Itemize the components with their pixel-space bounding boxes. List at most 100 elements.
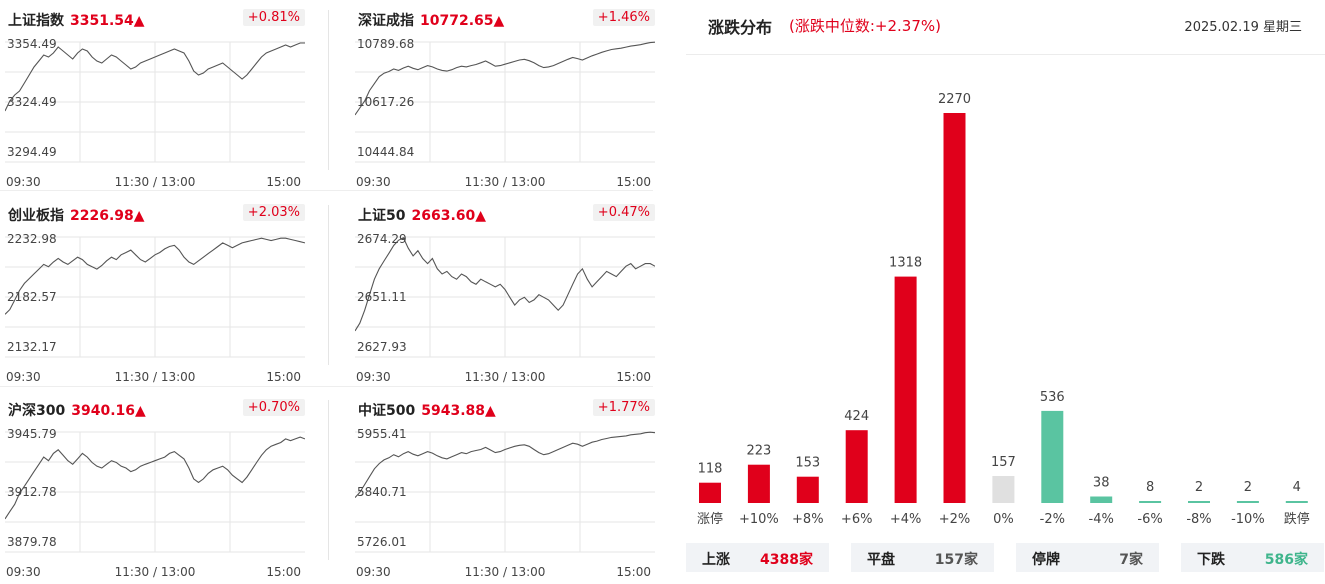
bar[interactable] [845,430,868,503]
bar-value-label: 38 [1093,476,1110,491]
index-change-badge: +0.70% [242,399,305,416]
bar[interactable] [796,476,819,503]
price-line [355,431,655,498]
index-value: 2663.60▲ [411,208,487,224]
y-min-label: 2627.93 [357,340,407,354]
category-label: +10% [739,512,779,527]
bar[interactable] [894,276,917,503]
index-header: 中证500 5943.88▲ +1.77% [355,398,655,422]
bar-value-label: 8 [1146,480,1154,495]
index-name-text: 沪深300 [8,403,66,419]
bar-value-label: 1318 [889,256,922,271]
index-name-text: 上证指数 [8,13,64,29]
index-header: 沪深300 3940.16▲ +0.70% [5,398,305,422]
time-start-label: 09:30 [356,565,391,579]
category-label: 0% [993,512,1014,527]
index-panel[interactable]: 上证指数 3351.54▲ +0.81% 3354.49 3324.49 3294.49 0… [5,8,305,194]
time-mid-label: 11:30 / 13:00 [115,565,196,579]
bar[interactable] [1236,501,1259,503]
index-panel[interactable]: 深证成指 10772.65▲ +1.46% 10789.68 10617.26 10444… [355,8,655,194]
time-start-label: 09:30 [6,565,41,579]
summary-box: 下跌 586家 [1181,543,1324,572]
y-max-label: 3354.49 [7,37,57,51]
index-intraday-chart: 3354.49 3324.49 3294.49 09:30 11:30 / 13:00 1… [5,37,305,189]
bar[interactable] [1090,496,1113,504]
bar-value-label: 424 [844,409,869,424]
bar[interactable] [992,476,1015,503]
time-mid-label: 11:30 / 13:00 [465,175,546,189]
summary-value: 157家 [934,552,978,568]
time-mid-label: 11:30 / 13:00 [465,565,546,579]
bar[interactable] [943,113,966,503]
index-intraday-chart: 2232.98 2182.57 2132.17 09:30 11:30 / 13:00 1… [5,232,305,384]
bar[interactable] [1139,501,1162,503]
index-name-text: 深证成指 [358,13,414,29]
row-divider [0,190,653,191]
category-label: -4% [1089,512,1114,527]
category-label: -2% [1040,512,1065,527]
index-panel[interactable]: 上证50 2663.60▲ +0.47% 2674.29 2651.11 2627.93 0… [355,203,655,389]
summary-box: 平盘 157家 [851,543,994,572]
index-panel[interactable]: 创业板指 2226.98▲ +2.03% 2232.98 2182.57 2132.17 0… [5,203,305,389]
index-panel[interactable]: 沪深300 3940.16▲ +0.70% 3945.79 3912.78 3879.78… [5,398,305,584]
distribution-title: 涨跌分布 [708,18,773,37]
distribution-bar-chart: 118 涨停 223 +10% 153 +8% 424 +6% 1318 +4% 2270 +2% 15… [697,92,1310,527]
category-label: -8% [1186,512,1211,527]
index-header: 创业板指 2226.98▲ +2.03% [5,203,305,227]
index-name: 上证50 2663.60▲ [358,205,486,225]
y-max-label: 5955.41 [357,427,407,441]
index-change-badge: +1.77% [592,399,655,416]
index-value: 2226.98▲ [70,208,145,224]
price-line [355,237,655,332]
column-divider [328,10,329,170]
time-end-label: 15:00 [266,565,301,579]
time-start-label: 09:30 [6,175,41,189]
distribution-subtitle: (涨跌中位数:+2.37%) [789,17,941,35]
bar[interactable] [1188,501,1210,503]
time-start-label: 09:30 [356,175,391,189]
summary-label: 停牌 [1032,552,1060,568]
y-min-label: 3879.78 [7,535,57,549]
summary-value: 4388家 [760,552,813,568]
index-value: 3940.16▲ [71,403,146,419]
time-end-label: 15:00 [616,370,651,384]
bar[interactable] [699,482,721,503]
index-name: 沪深300 3940.16▲ [8,400,146,420]
time-mid-label: 11:30 / 13:00 [115,175,196,189]
time-end-label: 15:00 [616,565,651,579]
time-end-label: 15:00 [266,370,301,384]
index-name-text: 创业板指 [8,208,64,224]
price-line [355,41,655,116]
index-name: 上证指数 3351.54▲ [8,10,145,30]
time-start-label: 09:30 [356,370,391,384]
price-line [5,42,305,112]
column-divider [328,400,329,560]
column-divider [328,205,329,365]
bar-value-label: 4 [1293,480,1301,495]
bar-value-label: 2270 [938,92,971,107]
y-mid-label: 3912.78 [7,485,57,499]
summary-label: 平盘 [867,552,895,568]
index-change-badge: +1.46% [592,9,655,26]
header-divider [686,54,1325,55]
summary-label: 上涨 [702,552,730,568]
category-label: +6% [841,512,873,527]
bar-value-label: 118 [698,462,723,477]
y-min-label: 5726.01 [357,535,407,549]
index-intraday-chart: 3945.79 3912.78 3879.78 09:30 11:30 / 13:00 1… [5,427,305,579]
price-line [5,436,305,520]
y-max-label: 2674.29 [357,232,407,246]
bar[interactable] [1041,410,1064,503]
index-header: 深证成指 10772.65▲ +1.46% [355,8,655,32]
time-start-label: 09:30 [6,370,41,384]
summary-box: 上涨 4388家 [686,543,829,572]
category-label: +4% [890,512,922,527]
y-mid-label: 3324.49 [7,95,57,109]
bar[interactable] [1285,501,1308,503]
y-mid-label: 2182.57 [7,290,57,304]
time-end-label: 15:00 [616,175,651,189]
index-panel[interactable]: 中证500 5943.88▲ +1.77% 5955.41 5840.71 5726.01… [355,398,655,584]
bar[interactable] [747,464,770,503]
bar-value-label: 223 [746,444,771,459]
category-label: 涨停 [697,511,723,527]
